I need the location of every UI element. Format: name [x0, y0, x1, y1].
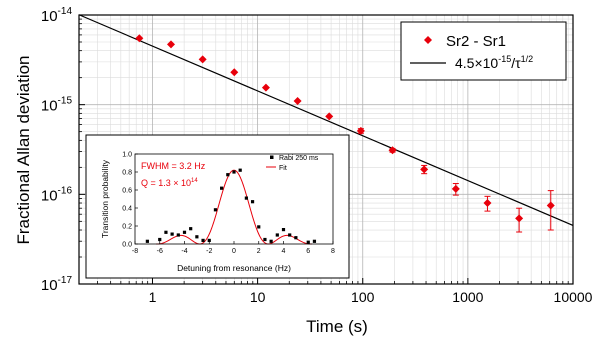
- legend-fit-prefix: 4.5×10: [455, 55, 498, 71]
- inset-y-tick-label: 0.6: [122, 188, 132, 195]
- inset-x-ticks: -8 -6 -4 -2 0 2 4 6 8: [132, 241, 335, 255]
- inset-data-point: [263, 237, 267, 242]
- inset-x-tick-label: 6: [306, 248, 310, 255]
- inset-data-point: [232, 170, 236, 174]
- inset-data-point: [312, 239, 317, 243]
- data-point: [356, 126, 365, 135]
- main-legend: Sr2 - Sr1 4.5×10-15/τ1/2: [400, 21, 567, 81]
- data-point: [293, 96, 302, 105]
- inset-data-point: [257, 225, 261, 229]
- inset-q-annotation: Q = 1.3 × 1014: [141, 178, 198, 188]
- inset-x-axis-label: Detuning from resonance (Hz): [177, 263, 291, 273]
- inset-fwhm-annotation: FWHM = 3.2 Hz: [141, 161, 206, 171]
- data-point: [515, 214, 524, 223]
- inset-x-tick-label: -4: [181, 248, 187, 255]
- data-point: [135, 34, 144, 43]
- inset-data-point: [238, 168, 242, 172]
- inset-data-point: [220, 186, 224, 190]
- main-y-ticks: 10-17 10-16 10-15 10-14: [41, 6, 85, 294]
- legend-fit-suffix: /τ: [511, 55, 521, 71]
- inset-data-point: [189, 227, 193, 231]
- data-point: [483, 199, 492, 208]
- inset-y-ticks: 0.0 0.2 0.4 0.6 0.8 1.0: [122, 152, 138, 249]
- inset-data-point: [207, 238, 211, 242]
- data-point: [198, 55, 207, 64]
- inset-data-points: [145, 168, 317, 244]
- inset-legend-data-label: Rabi 250 ms: [279, 155, 319, 162]
- inset-fit-line: [156, 169, 312, 245]
- main-plot-frame: [78, 14, 574, 285]
- inset-legend: Rabi 250 ms Fit: [266, 155, 319, 172]
- inset-x-tick-label: -6: [157, 248, 163, 255]
- legend-fit-exponent: -15: [498, 54, 511, 64]
- data-point: [420, 165, 429, 174]
- y-tick-label: 10-17: [41, 275, 73, 294]
- inset-x-tick-label: -2: [206, 248, 212, 255]
- inset-y-tick-label: 0.4: [122, 206, 132, 213]
- data-point: [451, 184, 460, 193]
- inset-legend-fit-label: Fit: [279, 165, 287, 172]
- inset-data-point: [164, 230, 168, 234]
- y-tick-label: 10-15: [41, 96, 73, 115]
- inset-q-prefix: Q = 1.3 × 10: [141, 178, 191, 188]
- x-tick-label: 1: [149, 289, 157, 305]
- inset-data-point: [244, 196, 248, 200]
- data-point: [388, 146, 397, 155]
- inset-y-axis-label: Transition probability: [100, 159, 110, 238]
- inset-data-point: [170, 232, 174, 236]
- y-tick-label: 10-14: [41, 6, 73, 25]
- inset-data-point: [182, 230, 187, 234]
- legend-series-label: Sr2 - Sr1: [446, 33, 506, 50]
- inset-data-point: [226, 173, 230, 177]
- inset-data-point: [275, 233, 279, 237]
- x-tick-label: 10000: [554, 289, 593, 305]
- inset-data-point: [281, 228, 286, 232]
- inset-y-tick-label: 0.8: [122, 170, 132, 177]
- inset-data-point: [145, 239, 149, 243]
- inset-x-tick-label: 4: [282, 248, 286, 255]
- x-tick-label: 100: [351, 289, 375, 305]
- inset-data-point: [213, 208, 218, 212]
- main-data-points: [135, 34, 555, 233]
- inset-x-tick-label: 2: [257, 248, 261, 255]
- inset-background: [85, 134, 350, 279]
- data-point: [230, 68, 239, 77]
- y-tick-label: 10-16: [41, 185, 73, 204]
- data-point: [166, 40, 175, 49]
- legend-diamond-marker: [424, 36, 432, 44]
- legend-fit-suffix-exponent: 1/2: [521, 54, 534, 64]
- main-legend-box: [400, 21, 567, 81]
- inset-x-tick-label: 0: [232, 248, 236, 255]
- data-point: [325, 112, 334, 121]
- data-point: [261, 83, 270, 92]
- inset-legend-data-marker: [270, 155, 274, 159]
- inset-y-tick-label: 1.0: [122, 152, 132, 159]
- x-tick-label: 1000: [452, 289, 483, 305]
- legend-fit-label: 4.5×10-15/τ1/2: [455, 54, 533, 71]
- inset-y-tick-label: 0.0: [122, 242, 132, 249]
- inset-x-tick-label: -8: [132, 248, 138, 255]
- inset-data-point: [195, 235, 199, 239]
- x-tick-label: 10: [250, 289, 266, 305]
- data-point: [546, 201, 555, 210]
- fit-line: [78, 14, 574, 226]
- inset-data-point: [158, 237, 162, 242]
- inset-data-point: [176, 233, 180, 237]
- inset-data-point: [288, 233, 292, 237]
- y-axis-label: Fractional Allan deviation: [14, 55, 33, 244]
- inset-data-point: [294, 236, 298, 240]
- main-x-ticks: 1 10 100 1000 10000: [78, 278, 593, 305]
- inset-x-tick-label: 8: [331, 248, 335, 255]
- inset-data-point: [201, 238, 205, 242]
- inset-y-tick-label: 0.2: [122, 224, 132, 231]
- x-axis-label: Time (s): [306, 317, 368, 336]
- main-fit-line: [78, 14, 574, 226]
- inset-fit-curve: [156, 169, 312, 245]
- inset-q-exponent: 14: [191, 178, 198, 184]
- inset-panel: -8 -6 -4 -2 0 2 4 6 8 0.0 0.2 0.4 0.6 0.8 1.0 Detunin…: [85, 134, 350, 279]
- inset-data-point: [269, 239, 273, 243]
- inset-data-point: [250, 200, 255, 204]
